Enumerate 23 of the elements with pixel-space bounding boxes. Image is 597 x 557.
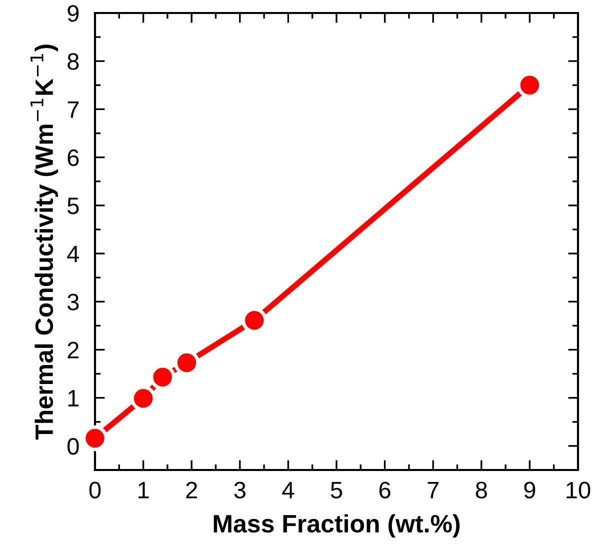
y-tick-label: 2 <box>68 342 79 358</box>
x-tick-label: 10 <box>566 482 590 498</box>
x-tick-label: 5 <box>330 482 342 498</box>
y-axis-title: Thermal Conductivity (Wm$^{−1}$K$^{−1}$) <box>30 44 58 440</box>
y-tick-label: 9 <box>68 5 79 22</box>
x-tick-label: 0 <box>89 482 101 498</box>
y-tick-label: 7 <box>68 102 79 118</box>
x-tick-label: 9 <box>524 482 536 498</box>
x-tick-label: 3 <box>234 482 246 498</box>
y-tick-label: 8 <box>68 53 79 70</box>
x-tick-label: 6 <box>379 482 390 498</box>
y-tick-label: 3 <box>67 294 79 310</box>
y-tick-label: 1 <box>68 390 79 406</box>
y-tick-label: 0 <box>68 438 79 455</box>
x-tick-label: 7 <box>428 482 438 498</box>
x-axis-title: Mass Fraction (wt.%) <box>214 514 460 538</box>
y-tick-label: 6 <box>68 149 79 166</box>
x-tick-label: 4 <box>282 482 294 498</box>
y-tick-label: 4 <box>67 246 80 262</box>
y-tick-label: 5 <box>68 198 79 214</box>
x-tick-label: 8 <box>476 482 487 498</box>
x-tick-label: 1 <box>138 482 149 498</box>
x-tick-label: 2 <box>186 482 197 498</box>
